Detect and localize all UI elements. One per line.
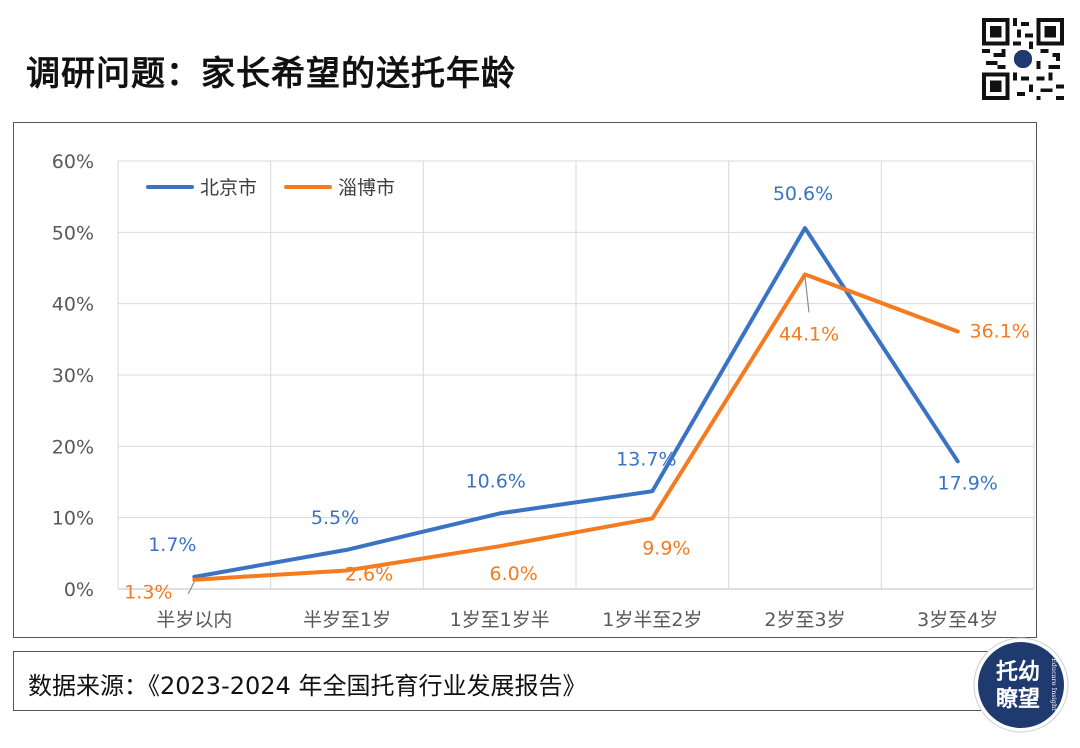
chart-frame: 0% 10% 20% 30% 40% 50% 60% 半岁以内 半岁至1岁 1岁至1岁半 1岁半至2… [13, 122, 1037, 638]
data-label: 1.3% [124, 582, 172, 604]
x-tick-label: 2岁至3岁 [764, 609, 845, 631]
data-label: 10.6% [465, 470, 525, 492]
series-line-1 [192, 272, 960, 582]
y-tick-label: 10% [52, 508, 94, 530]
data-label: 5.5% [311, 507, 359, 529]
y-tick-label: 60% [52, 151, 94, 173]
qr-code [982, 18, 1064, 100]
line-chart: 0% 10% 20% 30% 40% 50% 60% 半岁以内 半岁至1岁 1岁至1岁半 1岁半至2… [52, 151, 1035, 631]
x-tick-label: 3岁至4岁 [917, 609, 998, 631]
page-title: 调研问题：家长希望的送托年龄 [26, 54, 516, 94]
x-tick-label: 1岁半至2岁 [602, 609, 702, 631]
leader-line [804, 276, 810, 313]
data-label: 36.1% [969, 320, 1029, 342]
data-label: 1.7% [148, 534, 196, 556]
data-label: 2.6% [345, 563, 393, 585]
badge-line1: 托幼 [996, 659, 1040, 685]
data-label: 13.7% [616, 448, 676, 470]
source-box: 数据来源：《2023-2024 年全国托育行业发展报告》 [13, 651, 1037, 711]
y-tick-label: 0% [64, 579, 94, 601]
badge-line2: 瞭望 [996, 687, 1040, 712]
data-label: 50.6% [773, 183, 833, 205]
x-tick-label: 半岁以内 [156, 609, 232, 631]
data-label: 6.0% [490, 563, 538, 585]
series-line-0 [192, 226, 960, 579]
x-tick-label: 半岁至1岁 [303, 609, 391, 631]
y-tick-label: 40% [52, 294, 94, 316]
x-tick-label: 1岁至1岁半 [450, 609, 550, 631]
legend-label: 淄博市 [338, 177, 395, 199]
data-label: 9.9% [642, 537, 690, 559]
leader-line [187, 581, 195, 594]
badge-side-text: Educare Insight [1050, 658, 1058, 711]
educare-insight-badge: 托幼 瞭望 Educare Insight [973, 637, 1069, 733]
source-text: 数据来源：《2023-2024 年全国托育行业发展报告》 [28, 672, 587, 700]
legend-label: 北京市 [200, 177, 257, 199]
y-tick-label: 30% [52, 365, 94, 387]
y-tick-label: 50% [52, 222, 94, 244]
data-label: 44.1% [779, 323, 839, 345]
data-label: 17.9% [937, 472, 997, 494]
y-tick-label: 20% [52, 436, 94, 458]
